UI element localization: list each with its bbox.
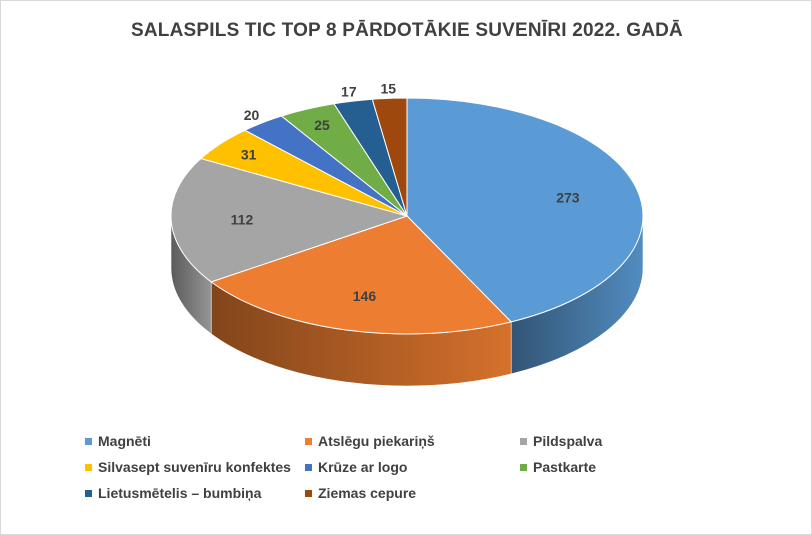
slice-0 <box>406 97 644 323</box>
chart-title: SALASPILS TIC TOP 8 PĀRDOTĀKIE SUVENĪRI … <box>131 20 683 41</box>
legend-item: Krūze ar logo <box>305 459 520 475</box>
slice-7 <box>371 97 408 217</box>
chart-legend: Magnēti Atslēgu piekariņš Pildspalva Silvas… <box>85 433 735 501</box>
legend-swatch <box>85 463 92 471</box>
legend-item: Ziemas cepure <box>305 485 520 501</box>
data-label-5: 25 <box>314 117 330 133</box>
legend-item: Pildspalva <box>520 433 735 449</box>
legend-label: Pastkarte <box>533 459 597 475</box>
legend-swatch <box>85 437 92 445</box>
legend-label: Ziemas cepure <box>318 485 417 501</box>
legend-item: Pastkarte <box>520 459 735 475</box>
legend-item: Atslēgu piekariņš <box>305 433 520 449</box>
data-labels: 273 146 112 31 20 25 17 15 <box>231 80 580 303</box>
legend-swatch <box>520 463 527 471</box>
slice-2 <box>170 157 409 283</box>
legend-label: Pildspalva <box>533 433 603 449</box>
legend-swatch <box>305 463 312 471</box>
data-label-6: 17 <box>341 83 357 99</box>
data-label-1: 146 <box>353 288 377 304</box>
legend-label: Lietusmētelis – bumbiņa <box>98 485 262 501</box>
legend-item: Silvasept suvenīru konfektes <box>85 459 305 475</box>
legend-label: Silvasept suvenīru konfektes <box>98 459 291 475</box>
legend-swatch <box>305 437 312 445</box>
legend-label: Atslēgu piekariņš <box>318 433 435 449</box>
legend-swatch <box>85 489 92 497</box>
slice-1 <box>210 215 513 335</box>
pie-chart: 273 146 112 31 20 25 17 15 <box>170 80 644 387</box>
legend-label: Magnēti <box>98 433 151 449</box>
legend-item: Magnēti <box>85 433 305 449</box>
legend-swatch <box>520 437 527 445</box>
data-label-4: 20 <box>244 107 260 123</box>
pie-top-faces <box>170 97 644 335</box>
data-label-2: 112 <box>231 211 254 227</box>
legend-item: Lietusmētelis – bumbiņa <box>85 485 305 501</box>
legend-swatch <box>305 489 312 497</box>
data-label-7: 15 <box>380 80 396 96</box>
legend-label: Krūze ar logo <box>318 459 408 475</box>
data-label-0: 273 <box>556 189 580 205</box>
data-label-3: 31 <box>241 146 257 162</box>
